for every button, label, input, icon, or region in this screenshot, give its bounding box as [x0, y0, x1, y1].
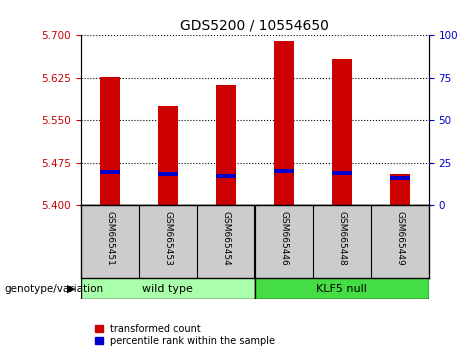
- Bar: [100, 77, 120, 205]
- Text: GSM665453: GSM665453: [163, 211, 172, 266]
- Title: GDS5200 / 10554650: GDS5200 / 10554650: [180, 19, 329, 33]
- Bar: [216, 174, 236, 178]
- Text: GSM665448: GSM665448: [337, 211, 346, 266]
- Text: KLF5 null: KLF5 null: [316, 284, 367, 293]
- Text: ▶: ▶: [67, 284, 76, 293]
- Bar: [273, 41, 294, 205]
- Bar: [273, 169, 294, 173]
- Bar: [390, 174, 410, 205]
- Bar: [158, 172, 178, 176]
- Text: wild type: wild type: [142, 284, 193, 293]
- Text: GSM665454: GSM665454: [221, 211, 230, 266]
- Text: GSM665451: GSM665451: [105, 211, 114, 266]
- Bar: [331, 59, 352, 205]
- Bar: [158, 106, 178, 205]
- Text: GSM665446: GSM665446: [279, 211, 288, 266]
- Bar: [81, 278, 255, 299]
- Bar: [390, 176, 410, 180]
- Bar: [255, 278, 429, 299]
- Text: GSM665449: GSM665449: [395, 211, 404, 266]
- Bar: [100, 171, 120, 175]
- Text: genotype/variation: genotype/variation: [5, 284, 104, 293]
- Bar: [331, 171, 352, 175]
- Bar: [216, 85, 236, 205]
- Legend: transformed count, percentile rank within the sample: transformed count, percentile rank withi…: [95, 324, 275, 346]
